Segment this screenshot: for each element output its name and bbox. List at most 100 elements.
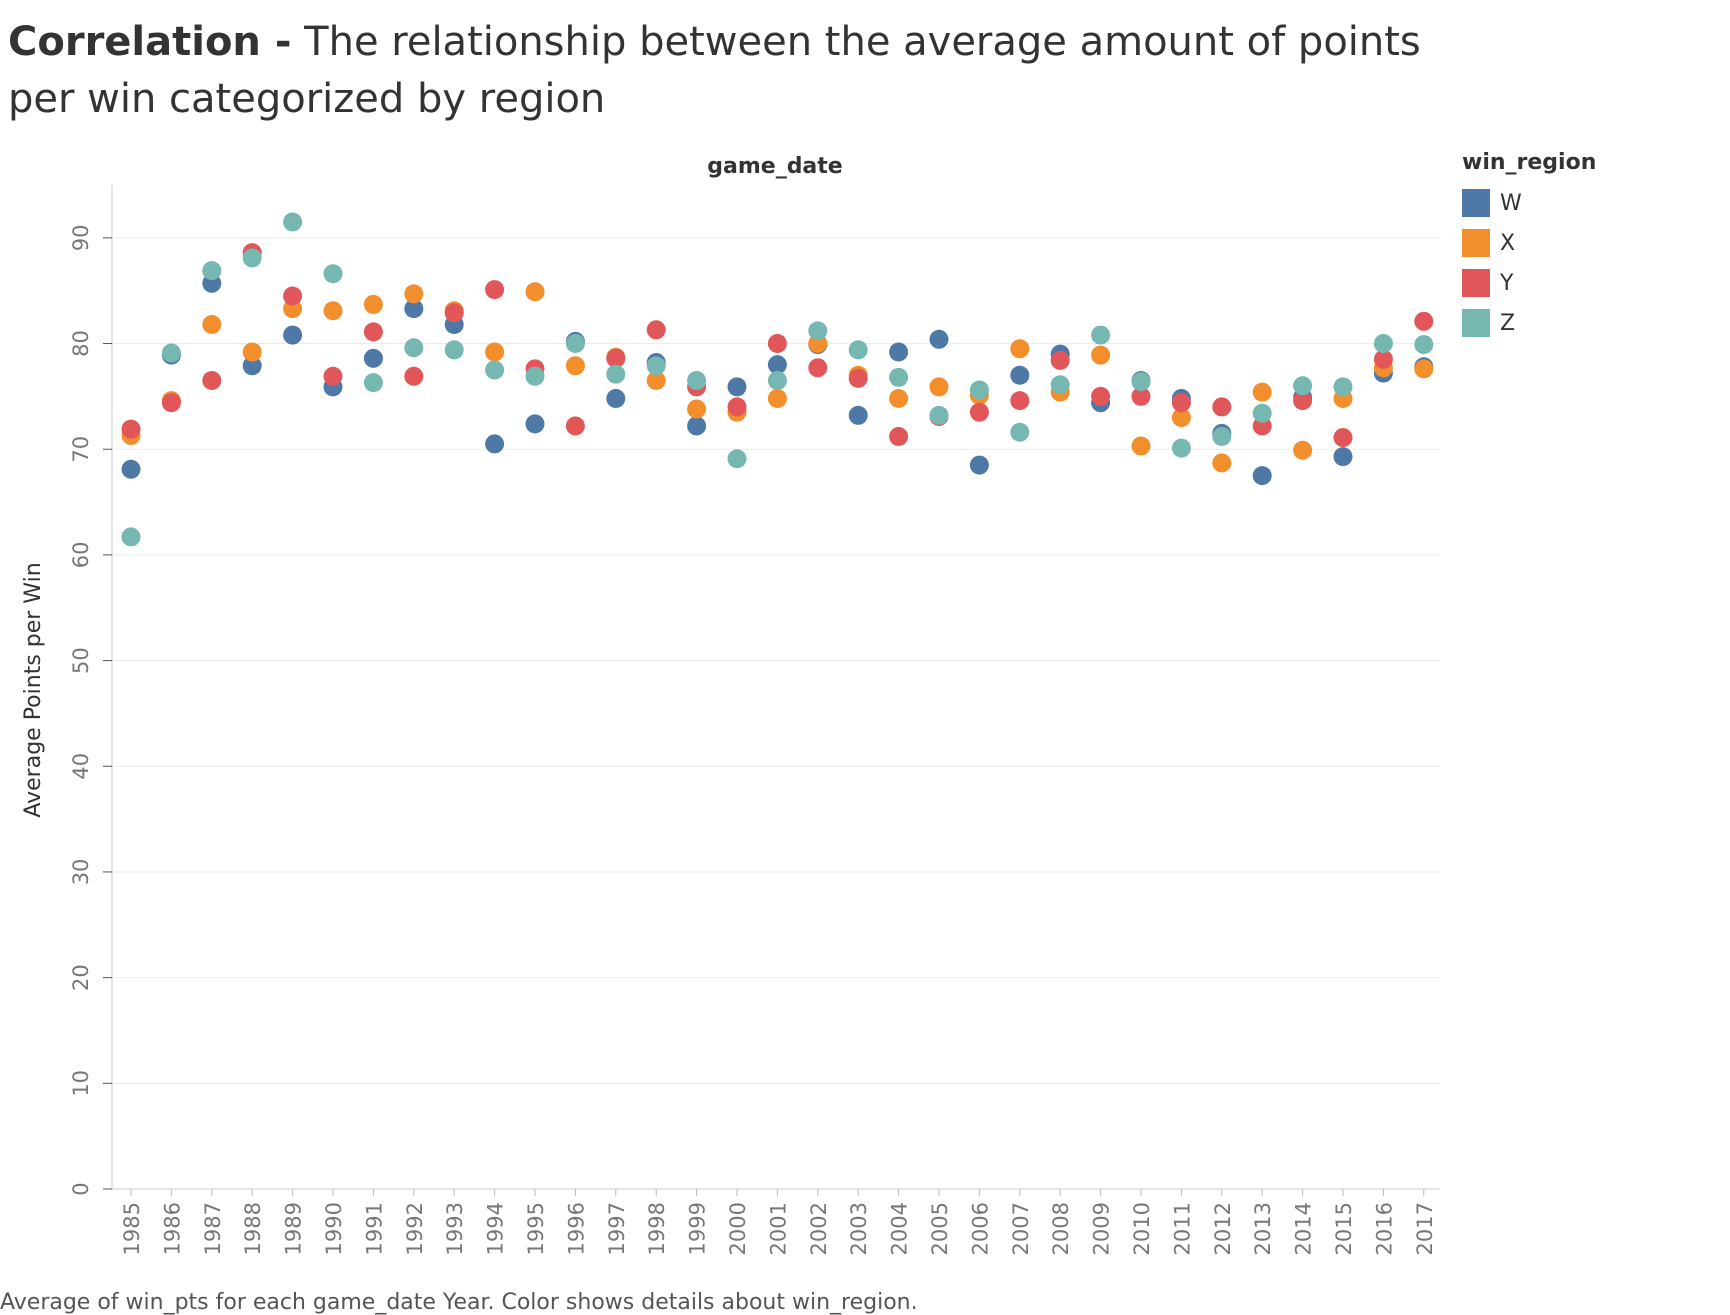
point-W-1992[interactable] (404, 299, 424, 319)
point-Y-2002[interactable] (808, 358, 828, 378)
point-Z-1992[interactable] (404, 338, 424, 358)
point-Z-2002[interactable] (808, 321, 828, 341)
point-Y-1998[interactable] (646, 320, 666, 340)
point-Y-2017[interactable] (1414, 311, 1434, 331)
point-Y-2006[interactable] (969, 402, 989, 422)
point-Y-1990[interactable] (323, 366, 343, 386)
legend-item-Z[interactable]: Z (1462, 303, 1662, 343)
point-X-1998[interactable] (646, 371, 666, 391)
point-W-2015[interactable] (1333, 447, 1353, 467)
point-X-1991[interactable] (363, 294, 383, 314)
point-Y-1987[interactable] (202, 371, 222, 391)
point-X-2004[interactable] (889, 388, 909, 408)
point-W-2003[interactable] (848, 405, 868, 425)
point-Z-1995[interactable] (525, 366, 545, 386)
point-Y-2008[interactable] (1050, 350, 1070, 370)
point-W-1985[interactable] (121, 459, 141, 479)
point-W-2007[interactable] (1010, 365, 1030, 385)
point-X-2001[interactable] (767, 388, 787, 408)
point-W-2000[interactable] (727, 377, 747, 397)
point-Y-2011[interactable] (1171, 393, 1191, 413)
point-X-2012[interactable] (1212, 453, 1232, 473)
point-X-2014[interactable] (1293, 440, 1313, 460)
point-Y-1985[interactable] (121, 419, 141, 439)
point-X-2005[interactable] (929, 377, 949, 397)
point-X-2010[interactable] (1131, 436, 1151, 456)
point-X-1995[interactable] (525, 282, 545, 302)
point-Z-1993[interactable] (444, 340, 464, 360)
point-X-1996[interactable] (565, 356, 585, 376)
point-Z-2015[interactable] (1333, 377, 1353, 397)
point-Y-2014[interactable] (1293, 391, 1313, 411)
point-Y-2015[interactable] (1333, 428, 1353, 448)
point-Y-2009[interactable] (1091, 386, 1111, 406)
point-Z-2009[interactable] (1091, 325, 1111, 345)
point-W-1997[interactable] (606, 388, 626, 408)
point-X-1994[interactable] (485, 342, 505, 362)
point-Y-1992[interactable] (404, 366, 424, 386)
point-Z-1991[interactable] (363, 373, 383, 393)
point-Z-2008[interactable] (1050, 375, 1070, 395)
point-Z-2010[interactable] (1131, 372, 1151, 392)
point-Z-1987[interactable] (202, 261, 222, 281)
point-Z-1988[interactable] (242, 248, 262, 268)
point-W-1991[interactable] (363, 348, 383, 368)
point-W-1994[interactable] (485, 434, 505, 454)
point-Z-1994[interactable] (485, 360, 505, 380)
point-Z-2006[interactable] (969, 380, 989, 400)
point-X-2011[interactable] (1171, 408, 1191, 428)
point-Z-2017[interactable] (1414, 335, 1434, 355)
point-Y-2016[interactable] (1373, 349, 1393, 369)
point-Y-2007[interactable] (1010, 391, 1030, 411)
point-W-1995[interactable] (525, 414, 545, 434)
point-Z-1999[interactable] (687, 371, 707, 391)
point-X-2013[interactable] (1252, 382, 1272, 402)
point-Z-2001[interactable] (767, 371, 787, 391)
legend-item-X[interactable]: X (1462, 223, 1662, 263)
point-Y-1996[interactable] (565, 416, 585, 436)
legend-item-W[interactable]: W (1462, 183, 1662, 223)
point-X-1999[interactable] (687, 399, 707, 419)
point-Z-1990[interactable] (323, 264, 343, 284)
point-W-1988[interactable] (242, 356, 262, 376)
point-X-1988[interactable] (242, 342, 262, 362)
point-Y-2012[interactable] (1212, 397, 1232, 417)
point-Z-2000[interactable] (727, 449, 747, 469)
legend-item-Y[interactable]: Y (1462, 263, 1662, 303)
point-X-1992[interactable] (404, 284, 424, 304)
point-Y-2000[interactable] (727, 397, 747, 417)
point-X-2017[interactable] (1414, 359, 1434, 379)
point-Y-2004[interactable] (889, 427, 909, 447)
point-Z-2014[interactable] (1293, 376, 1313, 396)
point-Z-2003[interactable] (848, 340, 868, 360)
point-Z-1989[interactable] (283, 212, 303, 232)
point-Z-1998[interactable] (646, 356, 666, 376)
point-Y-1997[interactable] (606, 348, 626, 368)
point-Z-1997[interactable] (606, 364, 626, 384)
point-W-2005[interactable] (929, 329, 949, 349)
point-Z-2011[interactable] (1171, 438, 1191, 458)
point-W-2006[interactable] (969, 455, 989, 475)
point-Z-2007[interactable] (1010, 422, 1030, 442)
point-Z-2012[interactable] (1212, 427, 1232, 447)
point-Y-1993[interactable] (444, 303, 464, 323)
point-Y-2003[interactable] (848, 368, 868, 388)
point-Z-1986[interactable] (161, 343, 181, 363)
point-Z-1985[interactable] (121, 527, 141, 547)
point-Y-1989[interactable] (283, 286, 303, 306)
point-Y-2001[interactable] (767, 334, 787, 354)
point-X-2007[interactable] (1010, 339, 1030, 359)
point-W-2004[interactable] (889, 342, 909, 362)
point-X-1987[interactable] (202, 315, 222, 335)
point-Z-2013[interactable] (1252, 403, 1272, 423)
point-W-2013[interactable] (1252, 466, 1272, 486)
point-W-1989[interactable] (283, 325, 303, 345)
point-Z-2005[interactable] (929, 405, 949, 425)
point-X-1990[interactable] (323, 301, 343, 321)
point-Y-1994[interactable] (485, 280, 505, 300)
point-Z-1996[interactable] (565, 334, 585, 354)
point-W-2001[interactable] (767, 355, 787, 375)
point-Z-2016[interactable] (1373, 334, 1393, 354)
point-X-2009[interactable] (1091, 345, 1111, 365)
point-Y-2010[interactable] (1131, 386, 1151, 406)
